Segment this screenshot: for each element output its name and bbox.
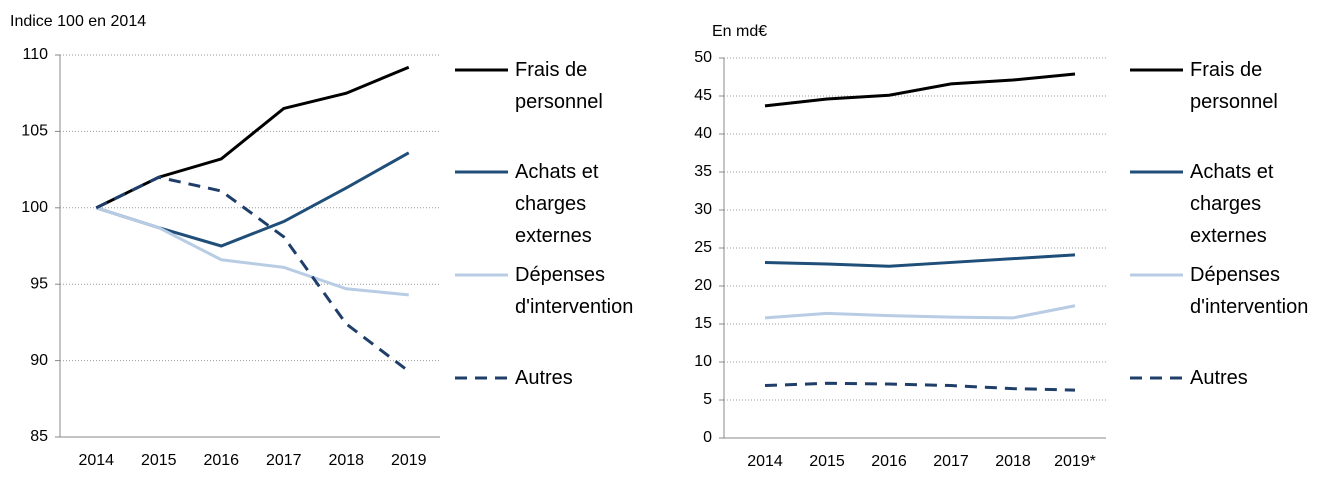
y-tick-label: 45 — [694, 87, 712, 104]
y-tick-label: 100 — [21, 199, 48, 216]
x-tick-label: 2015 — [141, 452, 177, 469]
y-tick-label: 95 — [30, 275, 48, 292]
x-tick-label: 2014 — [78, 452, 114, 469]
y-tick-label: 50 — [694, 49, 712, 66]
legend-label: Dépenses d'intervention — [1190, 264, 1309, 318]
series-line — [95, 175, 410, 373]
x-tick-label: 2016 — [203, 452, 239, 469]
x-tick-label: 2019* — [1054, 453, 1096, 470]
x-tick-label: 2014 — [747, 453, 783, 470]
y-tick-label: 25 — [694, 239, 712, 256]
series-line — [764, 304, 1076, 320]
x-tick-label: 2019 — [391, 452, 427, 469]
x-tick-label: 2015 — [809, 453, 845, 470]
y-tick-label: 30 — [694, 201, 712, 218]
y-tick-label: 35 — [694, 163, 712, 180]
y-tick-label: 105 — [21, 123, 48, 140]
series-line — [764, 72, 1076, 108]
y-tick-label: 0 — [703, 429, 712, 446]
y-axis-label: Indice 100 en 2014 — [10, 13, 146, 30]
legend-label: Autres — [1190, 367, 1248, 389]
series-line — [95, 151, 410, 248]
x-tick-label: 2016 — [871, 453, 907, 470]
legend-label: Achats et charges externes — [1190, 161, 1274, 247]
series-line — [95, 206, 409, 297]
legend-label: Achats et charges externes — [515, 161, 599, 247]
series-line — [95, 65, 410, 210]
x-tick-label: 2018 — [995, 453, 1031, 470]
legend-label: Frais de personnel — [1190, 59, 1278, 113]
x-tick-label: 2018 — [328, 452, 364, 469]
y-tick-label: 40 — [694, 125, 712, 142]
x-tick-label: 2017 — [933, 453, 969, 470]
y-tick-label: 10 — [694, 353, 712, 370]
series-line — [764, 253, 1076, 268]
y-tick-label: 20 — [694, 277, 712, 294]
y-axis-label: En md€ — [712, 23, 767, 40]
y-tick-label: 110 — [22, 46, 48, 63]
y-tick-label: 15 — [694, 315, 712, 332]
y-tick-label: 90 — [30, 352, 48, 369]
legend-label: Autres — [515, 367, 573, 389]
legend-label: Dépenses d'intervention — [515, 264, 634, 318]
y-tick-label: 85 — [30, 428, 48, 445]
y-tick-label: 5 — [703, 391, 712, 408]
x-tick-label: 2017 — [266, 452, 302, 469]
legend-label: Frais de personnel — [515, 59, 603, 113]
series-line — [764, 381, 1076, 392]
